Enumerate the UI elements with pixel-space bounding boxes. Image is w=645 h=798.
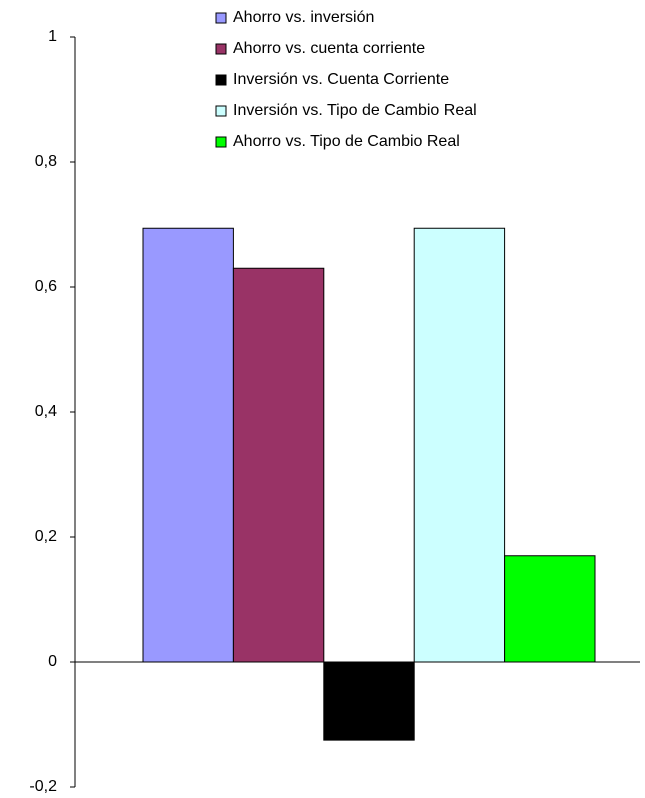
y-tick-label: 0 <box>48 653 57 670</box>
legend-label: Inversión vs. Cuenta Corriente <box>233 71 449 88</box>
legend-swatch <box>215 12 227 24</box>
y-tick-label: 0,8 <box>35 153 57 170</box>
legend-label: Ahorro vs. cuenta corriente <box>233 40 425 57</box>
bar <box>232 267 325 663</box>
y-tick-label: 0,4 <box>35 403 57 420</box>
bar <box>323 661 415 741</box>
bar <box>142 227 234 663</box>
y-tick-label: 1 <box>48 28 57 45</box>
y-tick-label: 0,2 <box>35 528 57 545</box>
legend-swatch <box>215 136 227 148</box>
bar <box>504 555 596 663</box>
legend-label: Ahorro vs. inversión <box>233 9 374 26</box>
legend-swatch <box>215 105 227 117</box>
legend-swatch <box>215 43 227 55</box>
legend-label: Ahorro vs. Tipo de Cambio Real <box>233 133 460 150</box>
bar <box>413 227 506 663</box>
y-tick-label: 0,6 <box>35 278 57 295</box>
y-tick-label: -0,2 <box>29 778 57 795</box>
legend-label: Inversión vs. Tipo de Cambio Real <box>233 102 477 119</box>
legend-swatch <box>215 74 227 86</box>
